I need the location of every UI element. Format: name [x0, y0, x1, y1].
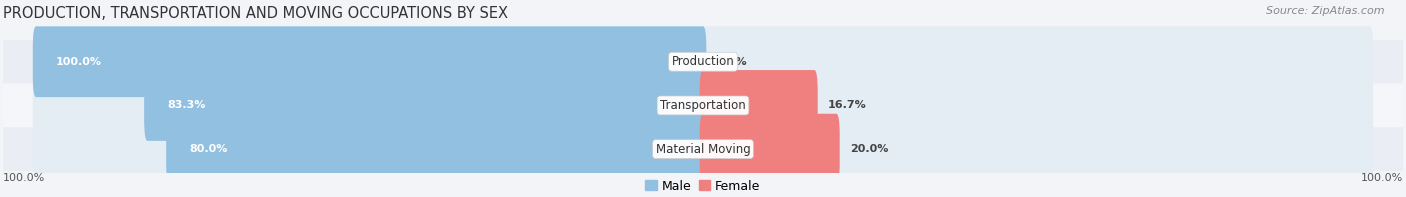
Text: 100.0%: 100.0% [1361, 173, 1403, 183]
Legend: Male, Female: Male, Female [641, 175, 765, 197]
FancyBboxPatch shape [166, 114, 706, 185]
FancyBboxPatch shape [700, 114, 1374, 185]
FancyBboxPatch shape [700, 70, 818, 141]
Text: PRODUCTION, TRANSPORTATION AND MOVING OCCUPATIONS BY SEX: PRODUCTION, TRANSPORTATION AND MOVING OC… [3, 6, 508, 21]
Text: Source: ZipAtlas.com: Source: ZipAtlas.com [1267, 6, 1385, 16]
FancyBboxPatch shape [700, 70, 1374, 141]
Text: 83.3%: 83.3% [167, 100, 205, 111]
Text: 0.0%: 0.0% [716, 57, 747, 67]
Text: 20.0%: 20.0% [849, 144, 889, 154]
FancyBboxPatch shape [32, 114, 706, 185]
FancyBboxPatch shape [700, 114, 839, 185]
FancyBboxPatch shape [32, 26, 706, 97]
Text: Production: Production [672, 55, 734, 68]
FancyBboxPatch shape [3, 84, 1403, 127]
FancyBboxPatch shape [32, 70, 706, 141]
Text: 100.0%: 100.0% [56, 57, 103, 67]
FancyBboxPatch shape [3, 127, 1403, 171]
Text: Material Moving: Material Moving [655, 143, 751, 156]
FancyBboxPatch shape [32, 26, 706, 97]
FancyBboxPatch shape [3, 40, 1403, 84]
Text: Transportation: Transportation [661, 99, 745, 112]
FancyBboxPatch shape [145, 70, 706, 141]
Text: 100.0%: 100.0% [3, 173, 45, 183]
Text: 80.0%: 80.0% [190, 144, 228, 154]
Text: 16.7%: 16.7% [828, 100, 866, 111]
FancyBboxPatch shape [700, 26, 1374, 97]
